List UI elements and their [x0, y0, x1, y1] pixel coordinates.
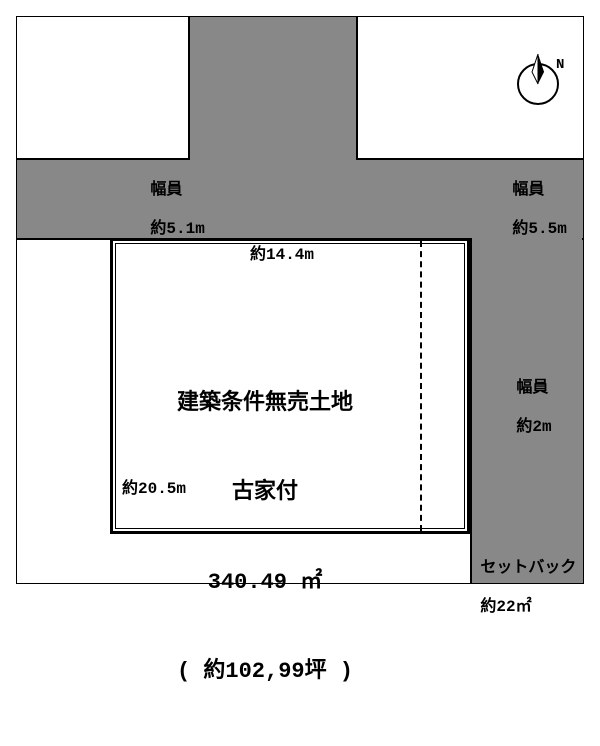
plot-line4: ( 約102,99坪 ) [110, 657, 420, 687]
label-text: 約5.1m [150, 220, 204, 238]
setback-label: セットバック 約22㎡ [442, 540, 576, 636]
label-text: 幅員 [512, 181, 544, 199]
setback-line [420, 241, 422, 531]
road-width-right2: 幅員 約2m [478, 360, 552, 456]
diagram-canvas: N 幅員 約5.1m 幅員 約5.5m 幅員 約2m 約14.4m 約20.5m… [0, 0, 600, 600]
svg-text:N: N [556, 57, 564, 73]
plot-line2: 古家付 [110, 478, 420, 508]
plot-line1: 建築条件無売土地 [110, 389, 420, 419]
road-width-left: 幅員 約5.1m [112, 162, 205, 258]
label-text: 幅員 [516, 379, 548, 397]
label-text: 約22㎡ [480, 598, 531, 616]
compass-icon: N [508, 50, 568, 110]
road-top-vertical [188, 16, 358, 161]
label-text: 約2m [516, 418, 551, 436]
label-text: セットバック [480, 559, 576, 577]
label-text: 約5.5m [512, 220, 566, 238]
dimension-top: 約14.4m [250, 246, 314, 265]
road-width-right: 幅員 約5.5m [474, 162, 567, 258]
road-join-top [190, 156, 356, 164]
plot-line3: 340.49 ㎡ [110, 568, 420, 598]
plot-description: 建築条件無売土地 古家付 340.49 ㎡ ( 約102,99坪 ) [110, 330, 420, 746]
label-text: 幅員 [150, 181, 182, 199]
